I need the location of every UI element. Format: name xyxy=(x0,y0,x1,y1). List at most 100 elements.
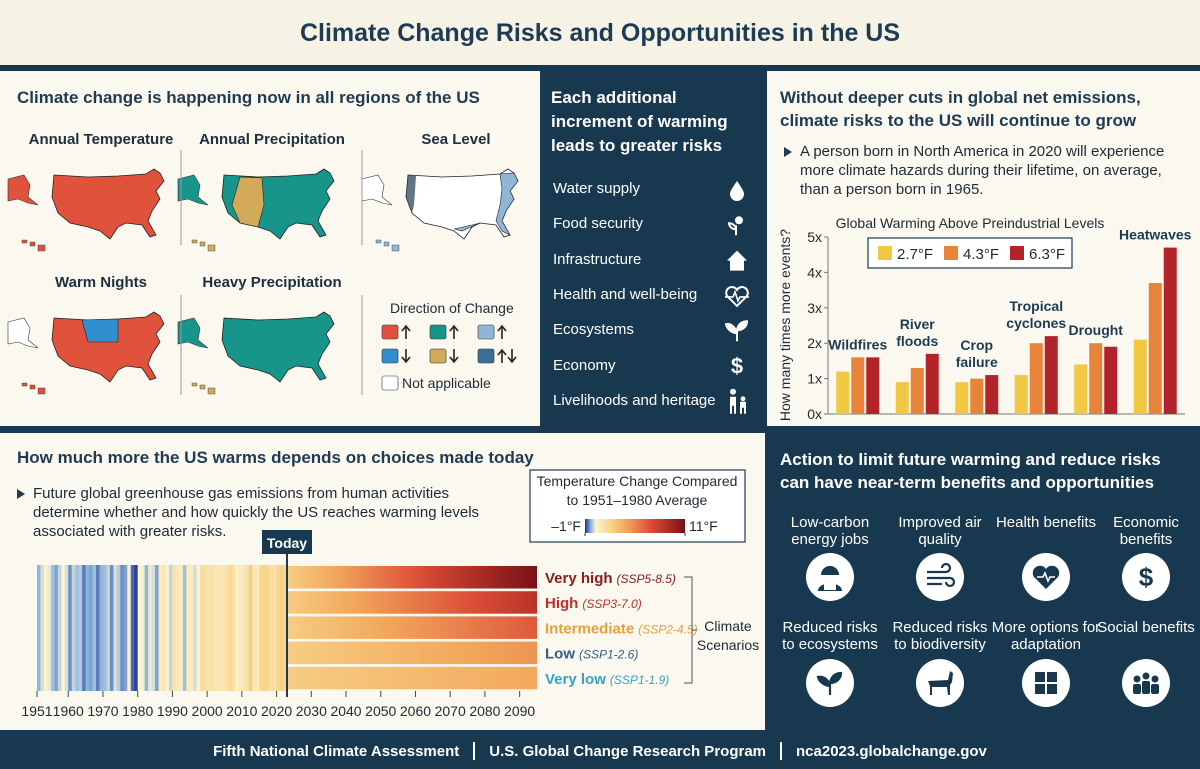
y-tick-label: 1x xyxy=(807,371,822,387)
stripe xyxy=(234,565,239,691)
map-hawaii xyxy=(375,239,400,252)
benefit-glyph: $ xyxy=(1139,562,1154,592)
map-title: Warm Nights xyxy=(55,274,147,291)
stripe xyxy=(186,565,191,691)
map-region xyxy=(231,176,265,228)
stripe xyxy=(47,565,52,691)
icon-shape: $ xyxy=(731,354,743,379)
stripe xyxy=(71,565,76,691)
stripe xyxy=(266,565,271,691)
icon-shape xyxy=(927,562,956,588)
bar xyxy=(925,353,939,414)
stripe xyxy=(203,565,208,691)
icon-shape xyxy=(1133,675,1141,683)
footer-separator xyxy=(473,742,476,760)
colorbar-title: Temperature Change Compared to 1951–1980… xyxy=(536,473,738,508)
footer-item: nca2023.globalchange.gov xyxy=(796,742,987,760)
legend-swatch xyxy=(429,348,447,364)
stripe xyxy=(179,565,184,691)
stripe xyxy=(116,565,121,691)
x-tick-label: 2050 xyxy=(365,703,396,719)
bar xyxy=(910,367,924,414)
icon-shape xyxy=(1037,571,1055,583)
map-region xyxy=(81,318,119,343)
section-heading: Without deeper cuts in global net emissi… xyxy=(780,88,1141,130)
scenario-label: High (SSP3-7.0) xyxy=(545,595,642,612)
map-title: Annual Temperature xyxy=(28,131,174,148)
stripe xyxy=(175,565,180,691)
benefit-label: Economic benefits xyxy=(1113,514,1179,548)
scenario-code: (SSP1-2.6) xyxy=(579,648,638,662)
scenario-band xyxy=(287,666,537,690)
risk-icon xyxy=(727,250,747,271)
stripe xyxy=(148,565,152,691)
us-map xyxy=(7,311,165,395)
benefit-label: Improved air quality xyxy=(898,514,982,548)
benefit-glyph xyxy=(927,562,956,588)
risk-item: Food security xyxy=(553,215,644,233)
bar xyxy=(1074,364,1088,414)
section-heading: How much more the US warms depends on ch… xyxy=(17,448,534,467)
stripe xyxy=(102,565,107,691)
map-title: Sea Level xyxy=(421,131,491,148)
scenario-label: Very low (SSP1-1.9) xyxy=(545,671,669,688)
stripe xyxy=(89,565,93,691)
legend-swatch xyxy=(1010,246,1024,260)
icon-shape xyxy=(824,583,836,590)
legend-title: Direction of Change xyxy=(390,300,514,316)
bar xyxy=(955,382,969,414)
label-line: floods xyxy=(896,333,938,349)
risk-item: Infrastructure xyxy=(553,250,642,268)
scenario-name: Very high xyxy=(545,570,613,587)
us-map xyxy=(177,168,335,252)
stripe xyxy=(127,565,132,691)
scenario-label: Intermediate (SSP2-4.5) xyxy=(545,620,698,637)
stripe xyxy=(241,565,246,691)
map-states xyxy=(221,311,335,383)
y-tick-label: 3x xyxy=(807,300,822,316)
stripe xyxy=(130,565,135,691)
icon-shape xyxy=(740,396,746,402)
footer-separator xyxy=(780,742,782,760)
label-line: failure xyxy=(956,354,998,370)
scenario-label: Low (SSP1-2.6) xyxy=(545,646,638,663)
map-hawaii xyxy=(21,239,46,252)
y-tick-label: 0x xyxy=(807,406,822,422)
bar xyxy=(1133,339,1147,414)
stripe xyxy=(255,565,260,691)
x-tick-label: 1951 xyxy=(21,703,52,719)
risk-item: Health and well-being xyxy=(553,285,698,303)
benefit-icon xyxy=(806,553,854,601)
stripe xyxy=(75,565,80,691)
category-label: Tropical cyclones xyxy=(1006,298,1066,331)
icon-shape xyxy=(821,566,839,575)
map-hawaii xyxy=(191,239,216,252)
bar xyxy=(1014,375,1028,414)
legend-swatch xyxy=(477,348,495,364)
bar xyxy=(1029,343,1043,414)
colorbar xyxy=(585,519,685,533)
risk-item: Ecosystems xyxy=(553,321,634,339)
icon-shape xyxy=(1151,684,1159,694)
page-title: Climate Change Risks and Opportunities i… xyxy=(299,19,901,47)
stripe xyxy=(40,565,45,691)
icon-shape xyxy=(1142,681,1150,694)
icon-shape xyxy=(727,222,737,236)
risk-item: Economy xyxy=(553,356,616,374)
colorbar-label: –1°F xyxy=(551,518,581,534)
legend-swatch xyxy=(477,324,495,340)
stripe xyxy=(155,565,159,691)
stripe xyxy=(207,565,212,691)
map-hawaii xyxy=(21,382,46,395)
benefit-icon xyxy=(1122,553,1170,601)
map-title: Heavy Precipitation xyxy=(202,274,342,291)
scenario-bracket xyxy=(684,576,697,684)
scenario-code: (SSP2-4.5) xyxy=(638,622,697,636)
stripe xyxy=(276,565,281,691)
risk-icon xyxy=(730,388,746,414)
map-region xyxy=(406,175,416,213)
benefit-glyph xyxy=(928,671,953,695)
icon-shape xyxy=(928,671,953,695)
stripe xyxy=(78,565,83,691)
